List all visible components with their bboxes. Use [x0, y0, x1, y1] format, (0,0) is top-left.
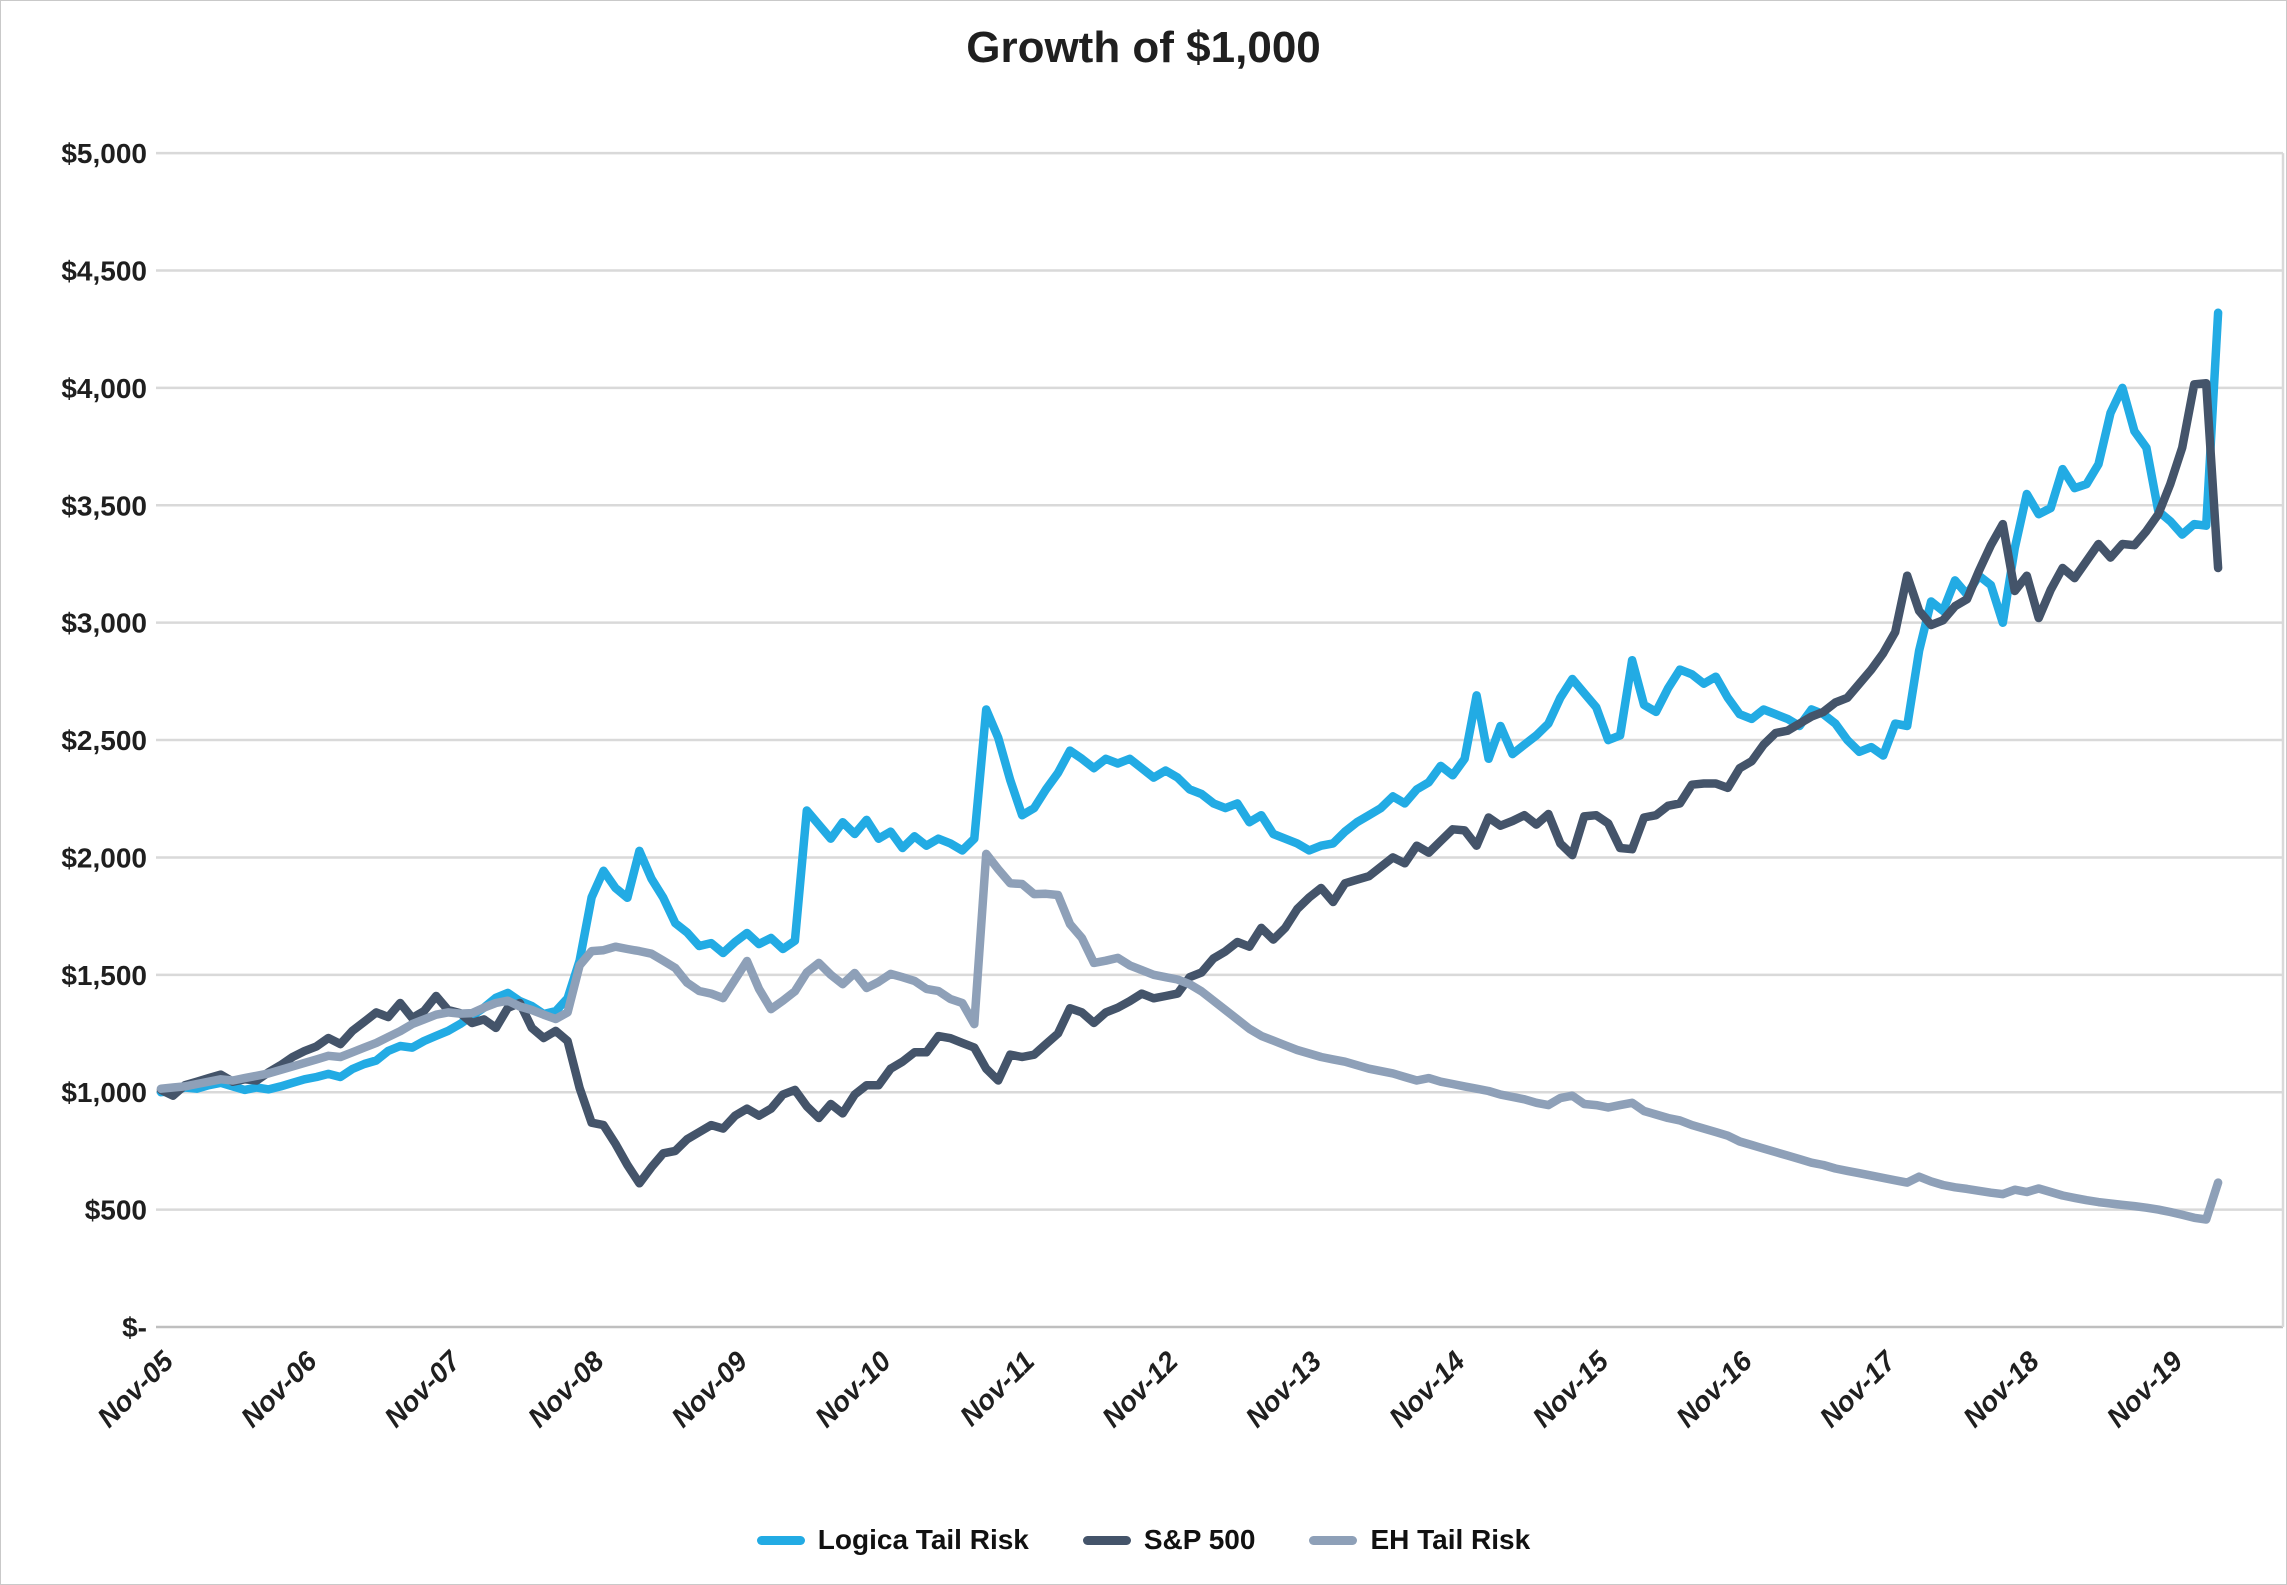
x-tick-label: Nov-08 — [522, 1345, 610, 1433]
y-tick-label: $2,500 — [61, 725, 147, 756]
x-tick-label: Nov-11 — [954, 1345, 1040, 1431]
y-tick-label: $2,000 — [61, 842, 147, 873]
legend-label: S&P 500 — [1143, 1524, 1256, 1555]
y-axis-labels: $- $500 $1,000 $1,500 $2,000 $2,500 $3,000 $3,5… — [61, 138, 147, 1343]
x-tick-label: Nov-12 — [1096, 1345, 1184, 1433]
legend-item-sp500: S&P 500 — [1082, 1524, 1256, 1556]
x-tick-label: Nov-05 — [91, 1345, 179, 1433]
series-line-eh — [156, 849, 2223, 1224]
x-tick-label: Nov-19 — [2101, 1345, 2189, 1433]
x-tick-label: Nov-18 — [1957, 1345, 2045, 1433]
legend-swatch-logica — [756, 1535, 805, 1545]
x-tick-label: Nov-17 — [1814, 1344, 1903, 1433]
y-tick-label: $4,500 — [61, 255, 147, 286]
legend: Logica Tail Risk S&P 500 EH Tail Risk — [1, 1524, 2286, 1556]
series-line-sp500 — [156, 378, 2223, 1188]
legend-label: EH Tail Risk — [1370, 1524, 1531, 1555]
chart-title: Growth of $1,000 — [966, 23, 1321, 72]
y-tick-label: $4,000 — [61, 373, 147, 404]
legend-item-logica: Logica Tail Risk — [756, 1524, 1029, 1556]
x-tick-label: Nov-06 — [235, 1345, 323, 1433]
gridlines — [156, 151, 2285, 1329]
y-tick-label: $3,500 — [61, 490, 147, 521]
series-lines — [156, 308, 2223, 1224]
legend-item-eh: EH Tail Risk — [1309, 1524, 1530, 1556]
x-tick-label: Nov-14 — [1383, 1345, 1471, 1433]
y-tick-label: $3,000 — [61, 608, 147, 639]
series-line-logica — [156, 308, 2223, 1097]
y-tick-label: $- — [122, 1312, 147, 1343]
y-tick-label: $1,500 — [61, 960, 147, 991]
legend-swatch-eh — [1309, 1535, 1358, 1545]
x-tick-label: Nov-10 — [809, 1345, 897, 1433]
x-tick-label: Nov-07 — [378, 1344, 467, 1433]
y-tick-label: $1,000 — [61, 1077, 147, 1108]
x-tick-label: Nov-13 — [1239, 1345, 1327, 1433]
x-tick-label: Nov-09 — [665, 1345, 753, 1433]
x-tick-label: Nov-15 — [1526, 1345, 1614, 1433]
x-tick-label: Nov-16 — [1670, 1345, 1758, 1433]
legend-label: Logica Tail Risk — [817, 1524, 1029, 1555]
y-tick-label: $5,000 — [61, 138, 147, 169]
x-axis-labels: Nov-05 Nov-06 Nov-07 Nov-08 Nov-09 Nov-10 Nov-… — [91, 1344, 2189, 1433]
y-tick-label: $500 — [85, 1195, 147, 1226]
legend-swatch-sp500 — [1082, 1535, 1131, 1545]
